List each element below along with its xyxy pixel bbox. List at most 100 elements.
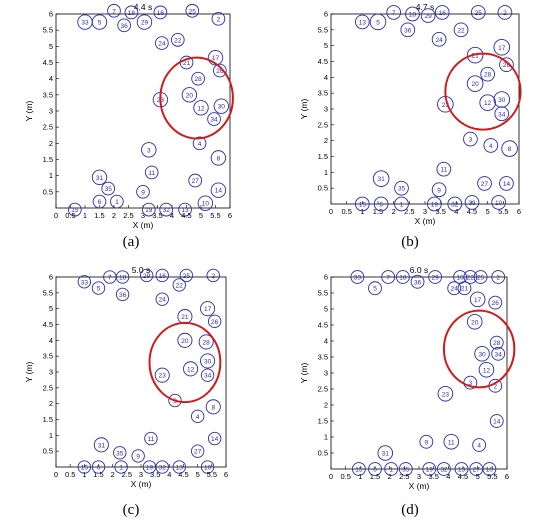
agent-3: 3: [463, 131, 478, 147]
panel-b-chart: 0 0.5 1 1.5 2 2.5 3 3.5 4 4.5 5 5.5 6 0.5 1 1.5 2 2.5 3 3.5…: [299, 2, 522, 226]
svg-text:35: 35: [105, 186, 113, 193]
svg-text:17: 17: [204, 306, 212, 313]
agent-25: 25: [179, 268, 194, 283]
agent-14: 14: [207, 431, 222, 446]
agent-20: 20: [181, 87, 198, 103]
agent-29: 29: [420, 8, 436, 23]
x-tick-label: 3: [423, 207, 427, 216]
svg-text:11: 11: [148, 170, 155, 177]
y-axis-label: Y (m): [299, 99, 309, 120]
agent-33: 33: [464, 195, 480, 210]
agent-11: 11: [144, 431, 158, 446]
y-tick-label: 1.5: [43, 415, 53, 424]
svg-text:7: 7: [112, 8, 116, 15]
x-tick-label: 2.5: [404, 207, 414, 216]
x-axis-label: X (m): [415, 216, 436, 226]
y-tick-label: 6: [324, 273, 328, 282]
agent-18: 18: [405, 6, 420, 22]
agent-15: 15: [354, 196, 370, 212]
svg-text:26: 26: [211, 319, 219, 326]
agent-24: 24: [155, 36, 169, 50]
agent-4: 4: [192, 136, 207, 151]
svg-text:19: 19: [426, 467, 434, 474]
highlight-circle: [148, 321, 222, 404]
x-tick-label: 0.5: [65, 211, 75, 220]
agent-26: 26: [207, 314, 222, 329]
svg-text:34: 34: [495, 351, 503, 358]
svg-text:5: 5: [97, 286, 101, 293]
agent-30: 30: [493, 91, 511, 108]
svg-text:21: 21: [472, 53, 480, 60]
agent-22: 22: [453, 22, 469, 38]
x-tick-label: 1: [358, 472, 362, 481]
y-tick-label: 3.5: [43, 90, 53, 99]
agent-4: 4: [483, 138, 499, 153]
agent-10: 10: [197, 195, 214, 211]
svg-text:2: 2: [503, 10, 507, 17]
agent-30: 30: [200, 353, 216, 369]
y-tick-label: 4.5: [318, 57, 328, 66]
y-tick-label: 3.5: [318, 353, 328, 362]
svg-text:5: 5: [376, 19, 380, 26]
agent-33: 33: [77, 275, 92, 289]
svg-text:23: 23: [442, 102, 450, 109]
agent-9: 9: [136, 185, 150, 199]
y-tick-label: 5: [324, 305, 328, 314]
svg-text:26: 26: [216, 68, 224, 75]
agent-24: 24: [155, 292, 169, 306]
svg-text:32: 32: [163, 207, 171, 214]
svg-text:2: 2: [496, 275, 500, 282]
agent-21: 21: [457, 281, 472, 296]
svg-text:33: 33: [81, 279, 89, 286]
svg-text:30: 30: [218, 104, 226, 111]
svg-text:34: 34: [210, 117, 218, 124]
agent-31: 31: [93, 437, 109, 453]
agent-14: 14: [210, 182, 227, 198]
agent-15: 15: [68, 202, 82, 217]
agent-1: 1: [110, 194, 124, 209]
svg-text:27: 27: [481, 181, 489, 188]
svg-text:18: 18: [119, 275, 127, 282]
agent-9: 9: [431, 182, 447, 198]
svg-text:5: 5: [373, 286, 377, 293]
x-tick-label: 2: [112, 211, 116, 220]
agent-22: 22: [172, 278, 186, 292]
agent-24: 24: [431, 31, 447, 47]
svg-text:9: 9: [141, 189, 145, 196]
svg-text:13: 13: [458, 467, 466, 474]
panel-c-chart: 0 0.5 1 1.5 2 2.5 3 3.5 4 4.5 5 5.5 6 0.5 1 1.5 2 2.5 3 3.5…: [24, 265, 228, 489]
svg-text:19: 19: [146, 465, 154, 472]
svg-text:22: 22: [174, 37, 182, 44]
agent-17: 17: [200, 301, 216, 317]
svg-text:11: 11: [448, 439, 455, 446]
y-tick-label: 5.5: [43, 288, 53, 297]
svg-text:18: 18: [409, 12, 417, 19]
x-tick-label: 1.5: [93, 470, 103, 479]
agent-1: 1: [384, 462, 399, 476]
y-tick-label: 3: [49, 107, 53, 116]
svg-text:36: 36: [414, 279, 422, 286]
agent-35: 35: [101, 181, 116, 196]
agent-29: 29: [428, 270, 443, 284]
agent-14: 14: [489, 414, 504, 428]
agent-7: 7: [386, 5, 402, 20]
y-tick-label: 5.5: [43, 26, 53, 35]
agent-6: 6: [91, 460, 106, 474]
svg-text:17: 17: [212, 55, 220, 62]
y-tick-label: 6: [49, 273, 53, 282]
x-tick-label: 3.5: [152, 211, 162, 220]
y-tick-label: 2.5: [43, 383, 53, 392]
x-tick-label: 5.5: [210, 211, 220, 220]
svg-text:16: 16: [456, 275, 464, 282]
agent-23: 23: [437, 386, 454, 402]
agent-20: 20: [466, 75, 484, 92]
svg-text:29: 29: [141, 20, 149, 27]
agent-2: 2: [491, 270, 506, 284]
x-tick-label: 1: [82, 470, 86, 479]
x-tick-label: 3.5: [428, 472, 438, 481]
agent-32: 32: [155, 460, 169, 474]
agent-2: 2: [211, 12, 226, 26]
agent-16: 16: [153, 5, 168, 20]
svg-text:24: 24: [158, 41, 166, 48]
y-tick-label: 2: [324, 401, 328, 410]
